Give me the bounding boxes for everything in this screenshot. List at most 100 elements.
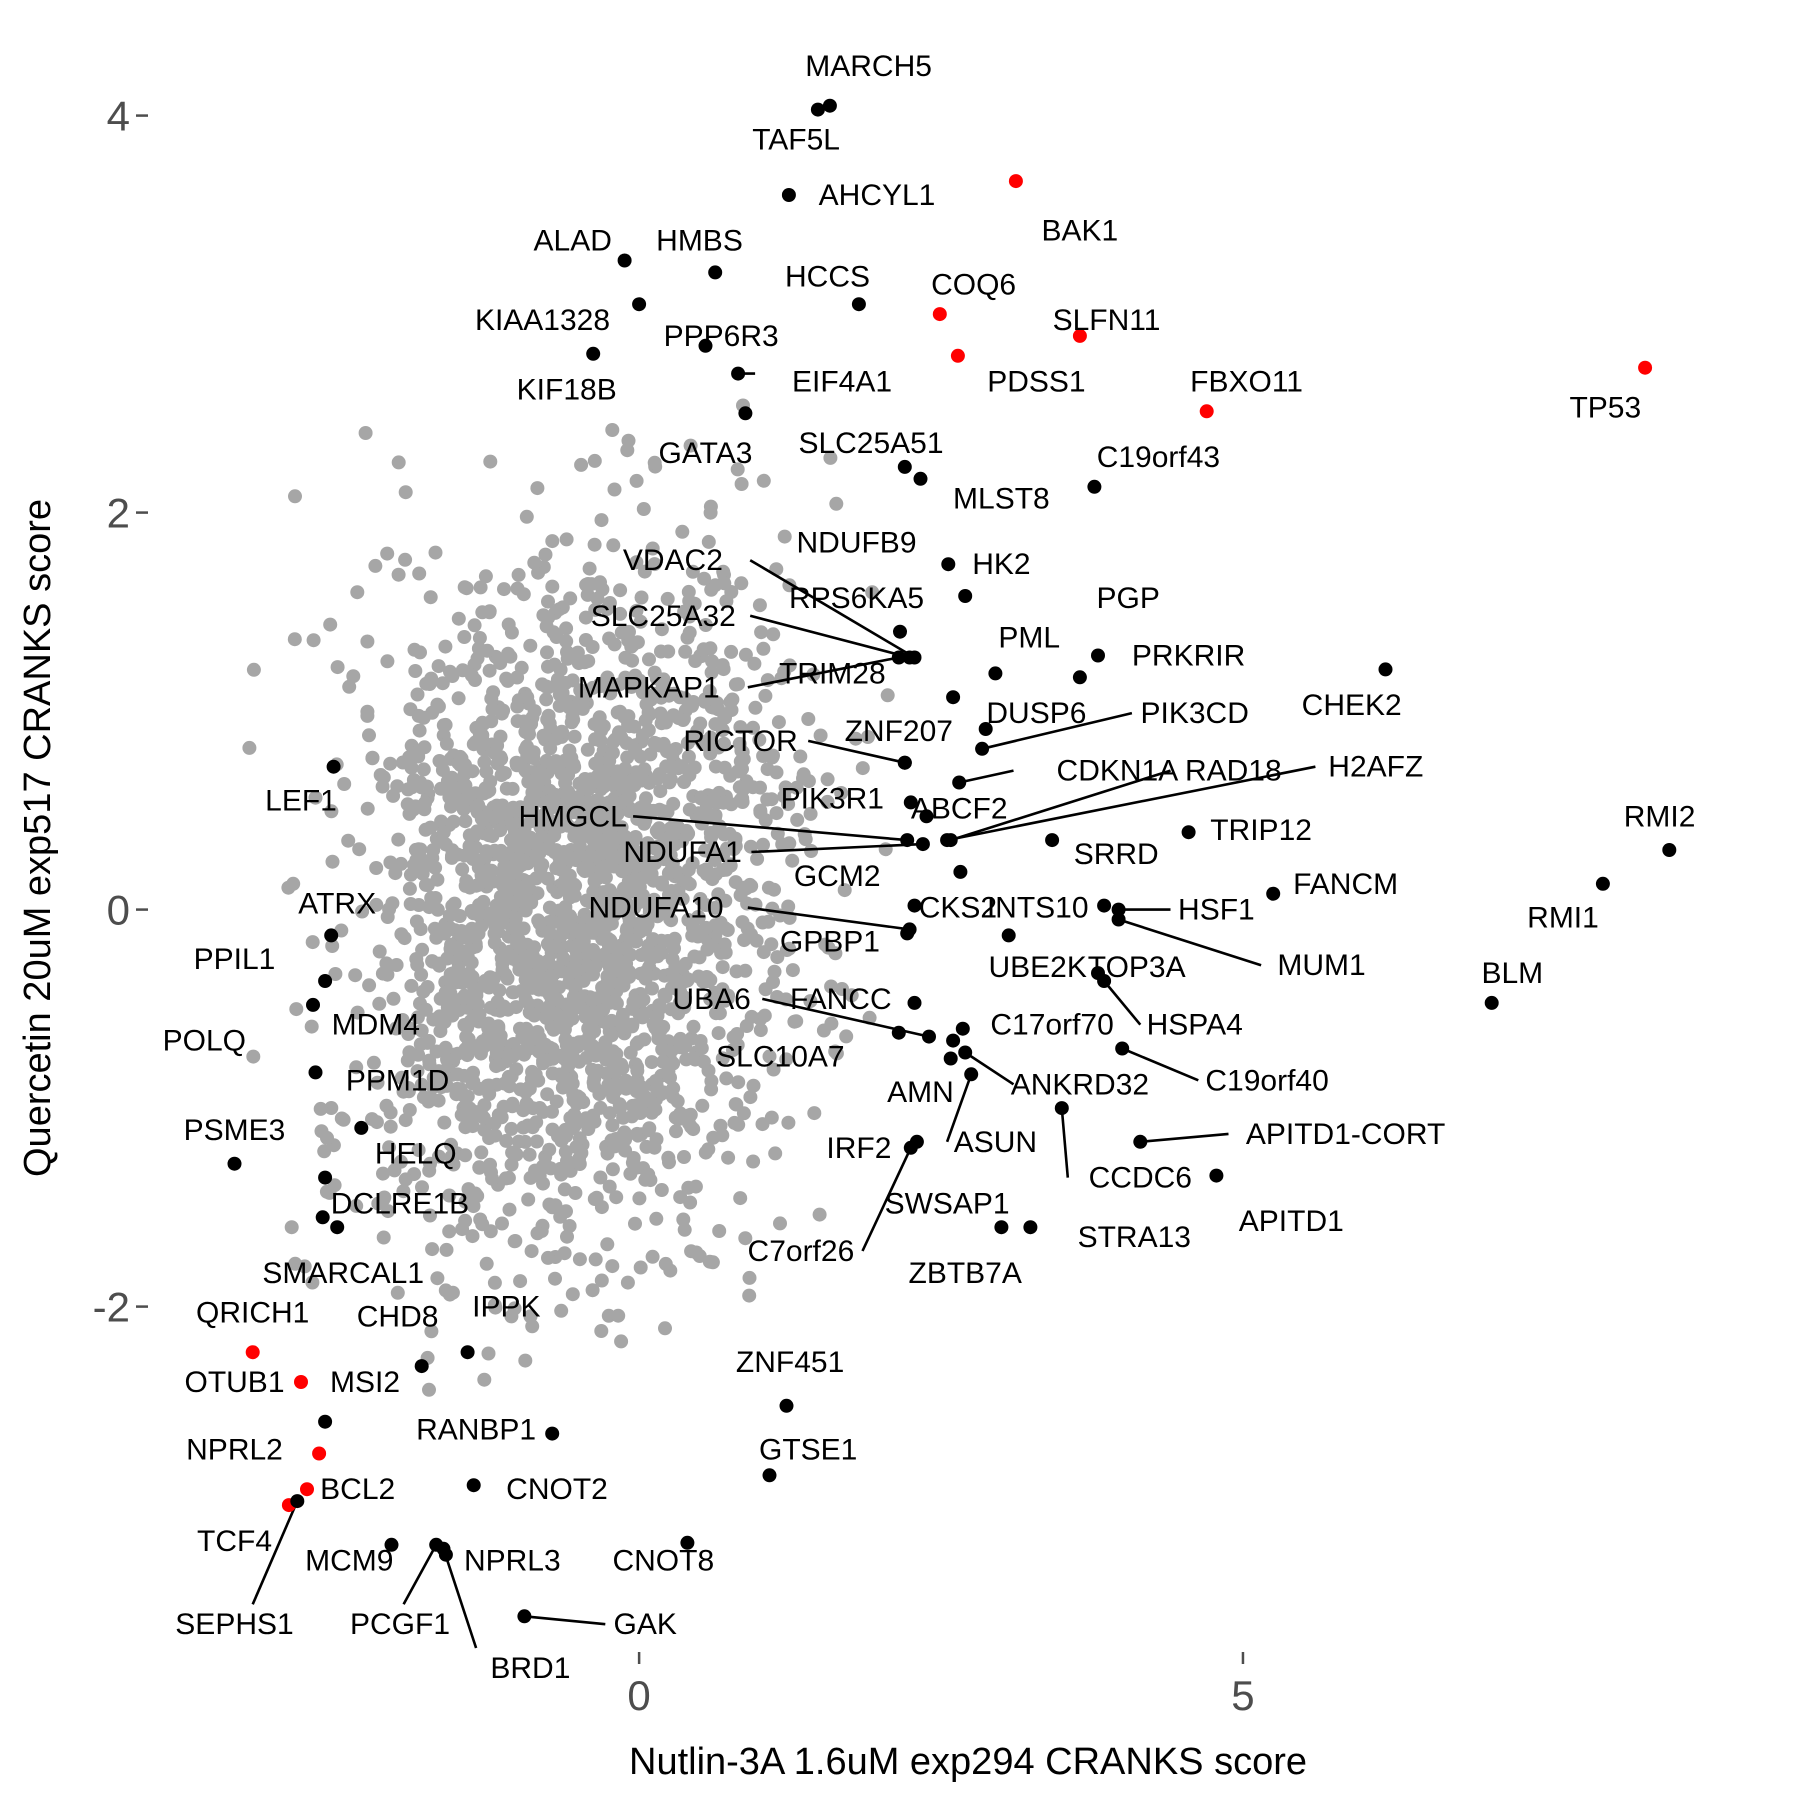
background-point	[497, 582, 511, 597]
background-point	[487, 1275, 502, 1290]
label-slc25a32: SLC25A32	[591, 600, 736, 633]
background-point	[579, 893, 594, 908]
label-ppm1d: PPM1D	[346, 1064, 449, 1097]
background-point	[510, 882, 525, 896]
background-point	[284, 1220, 299, 1235]
background-point	[389, 958, 404, 972]
point-msi2	[318, 1414, 333, 1429]
background-point	[698, 1145, 713, 1160]
background-point	[401, 1084, 416, 1099]
background-point	[465, 1229, 480, 1244]
background-point	[539, 692, 554, 707]
background-point	[579, 958, 594, 973]
background-point	[648, 1074, 663, 1088]
label-mlst8: MLST8	[953, 483, 1050, 516]
background-point	[422, 1057, 437, 1072]
background-point	[670, 973, 685, 988]
background-point	[677, 1222, 692, 1237]
background-point	[719, 1071, 734, 1086]
background-point	[286, 876, 301, 891]
label-connector-layer	[251, 372, 1316, 1649]
label-smarcal1: SMARCAL1	[262, 1257, 424, 1290]
background-point	[499, 781, 514, 796]
background-point	[635, 1080, 650, 1095]
point-amn	[946, 1033, 961, 1048]
background-point	[457, 630, 472, 644]
background-point	[306, 633, 321, 648]
background-point	[566, 757, 581, 772]
point-mcm9	[384, 1537, 399, 1552]
background-point	[768, 1146, 783, 1161]
background-point	[712, 819, 727, 834]
background-point	[450, 1067, 465, 1082]
background-point	[785, 963, 800, 978]
background-point	[545, 579, 560, 594]
background-point	[483, 1157, 497, 1172]
background-point	[628, 1216, 642, 1231]
label-prkrir: PRKRIR	[1132, 640, 1245, 673]
point-brd1	[436, 1541, 451, 1556]
point-ube2k	[1001, 928, 1016, 943]
background-point	[756, 641, 771, 656]
y-tick-label: -2	[93, 1284, 130, 1331]
label-ippk: IPPK	[472, 1291, 540, 1324]
background-point	[663, 772, 678, 787]
background-point	[642, 652, 656, 667]
background-point	[572, 1157, 587, 1171]
background-point	[444, 1137, 458, 1152]
background-point	[634, 590, 649, 605]
label-polq: POLQ	[163, 1025, 246, 1058]
point-cnot8	[680, 1535, 695, 1550]
point-pml	[988, 666, 1003, 681]
label-rictor: RICTOR	[683, 725, 797, 758]
background-point	[734, 743, 749, 758]
background-point	[681, 584, 696, 599]
background-point	[562, 743, 577, 758]
background-point	[485, 702, 500, 717]
label-qrich1: QRICH1	[196, 1297, 309, 1330]
background-point	[653, 845, 668, 860]
background-point	[518, 742, 533, 757]
background-point	[424, 1091, 439, 1106]
label-ahcyl1: AHCYL1	[819, 179, 936, 212]
background-point	[735, 915, 750, 930]
point-apitd1-cort	[1133, 1134, 1148, 1149]
background-point	[447, 896, 462, 911]
background-point	[416, 762, 431, 777]
background-point	[704, 1082, 719, 1097]
background-point	[703, 992, 718, 1007]
background-point	[519, 509, 534, 524]
background-point	[458, 1148, 473, 1163]
background-point	[630, 994, 644, 1009]
background-point	[688, 1179, 703, 1194]
background-point	[362, 728, 376, 743]
background-point	[576, 934, 591, 949]
point-ppm1d	[354, 1120, 369, 1135]
background-point	[565, 673, 580, 688]
point-hmgcl	[900, 833, 915, 848]
background-point	[698, 898, 713, 912]
background-point	[452, 909, 467, 923]
point-taf5l	[810, 102, 825, 117]
background-point	[693, 716, 708, 731]
label-trim28: TRIM28	[779, 657, 886, 690]
background-point	[304, 1019, 319, 1034]
background-point	[729, 964, 744, 979]
label-slc25a51: SLC25A51	[798, 427, 943, 460]
background-point	[773, 1216, 787, 1231]
gene-labels-layer: MARCH5 TAF5L AHCYL1 BAK1 ALAD HMBS HCCS COQ6 SLF…	[163, 50, 1696, 1685]
background-point	[542, 1142, 557, 1157]
background-point	[789, 780, 804, 795]
background-point	[765, 750, 780, 765]
label-coq6: COQ6	[931, 268, 1016, 301]
background-point	[360, 708, 375, 723]
background-point	[752, 732, 767, 747]
background-point	[655, 1042, 670, 1057]
background-point	[696, 1054, 711, 1069]
background-point	[478, 569, 493, 584]
background-point	[607, 482, 622, 497]
background-point	[369, 897, 384, 912]
background-point	[520, 1034, 535, 1049]
label-hmbs: HMBS	[656, 225, 743, 258]
connector-gak	[524, 1615, 606, 1626]
